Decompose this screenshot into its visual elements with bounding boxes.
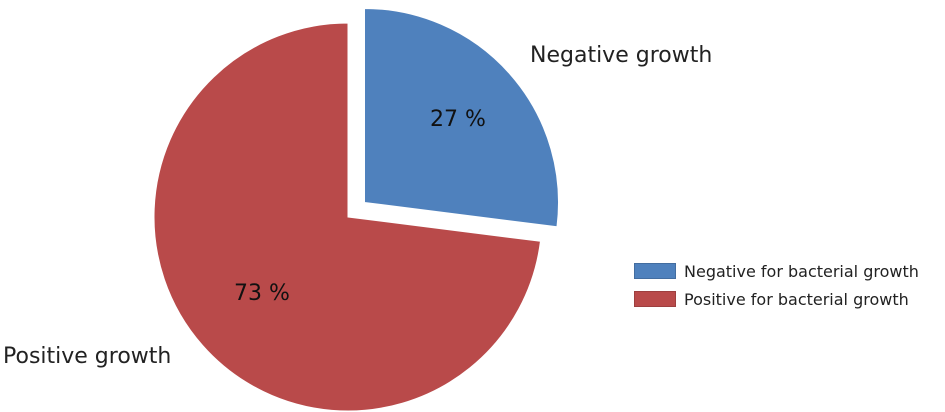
- percent-label-negative: 27 %: [430, 107, 486, 132]
- slice-label-negative: Negative growth: [530, 43, 712, 68]
- legend-item-positive: Positive for bacterial growth: [634, 285, 919, 313]
- legend-label-positive: Positive for bacterial growth: [684, 289, 909, 309]
- slice-label-positive: Positive growth: [3, 344, 171, 369]
- legend-swatch-negative: [634, 263, 676, 279]
- legend-item-negative: Negative for bacterial growth: [634, 257, 919, 285]
- chart-legend: Negative for bacterial growth Positive f…: [634, 257, 919, 313]
- percent-label-positive: 73 %: [234, 281, 290, 306]
- pie-slice-positive: [153, 22, 542, 412]
- legend-swatch-positive: [634, 291, 676, 307]
- legend-label-negative: Negative for bacterial growth: [684, 261, 919, 281]
- pie-slice-negative: [364, 7, 559, 228]
